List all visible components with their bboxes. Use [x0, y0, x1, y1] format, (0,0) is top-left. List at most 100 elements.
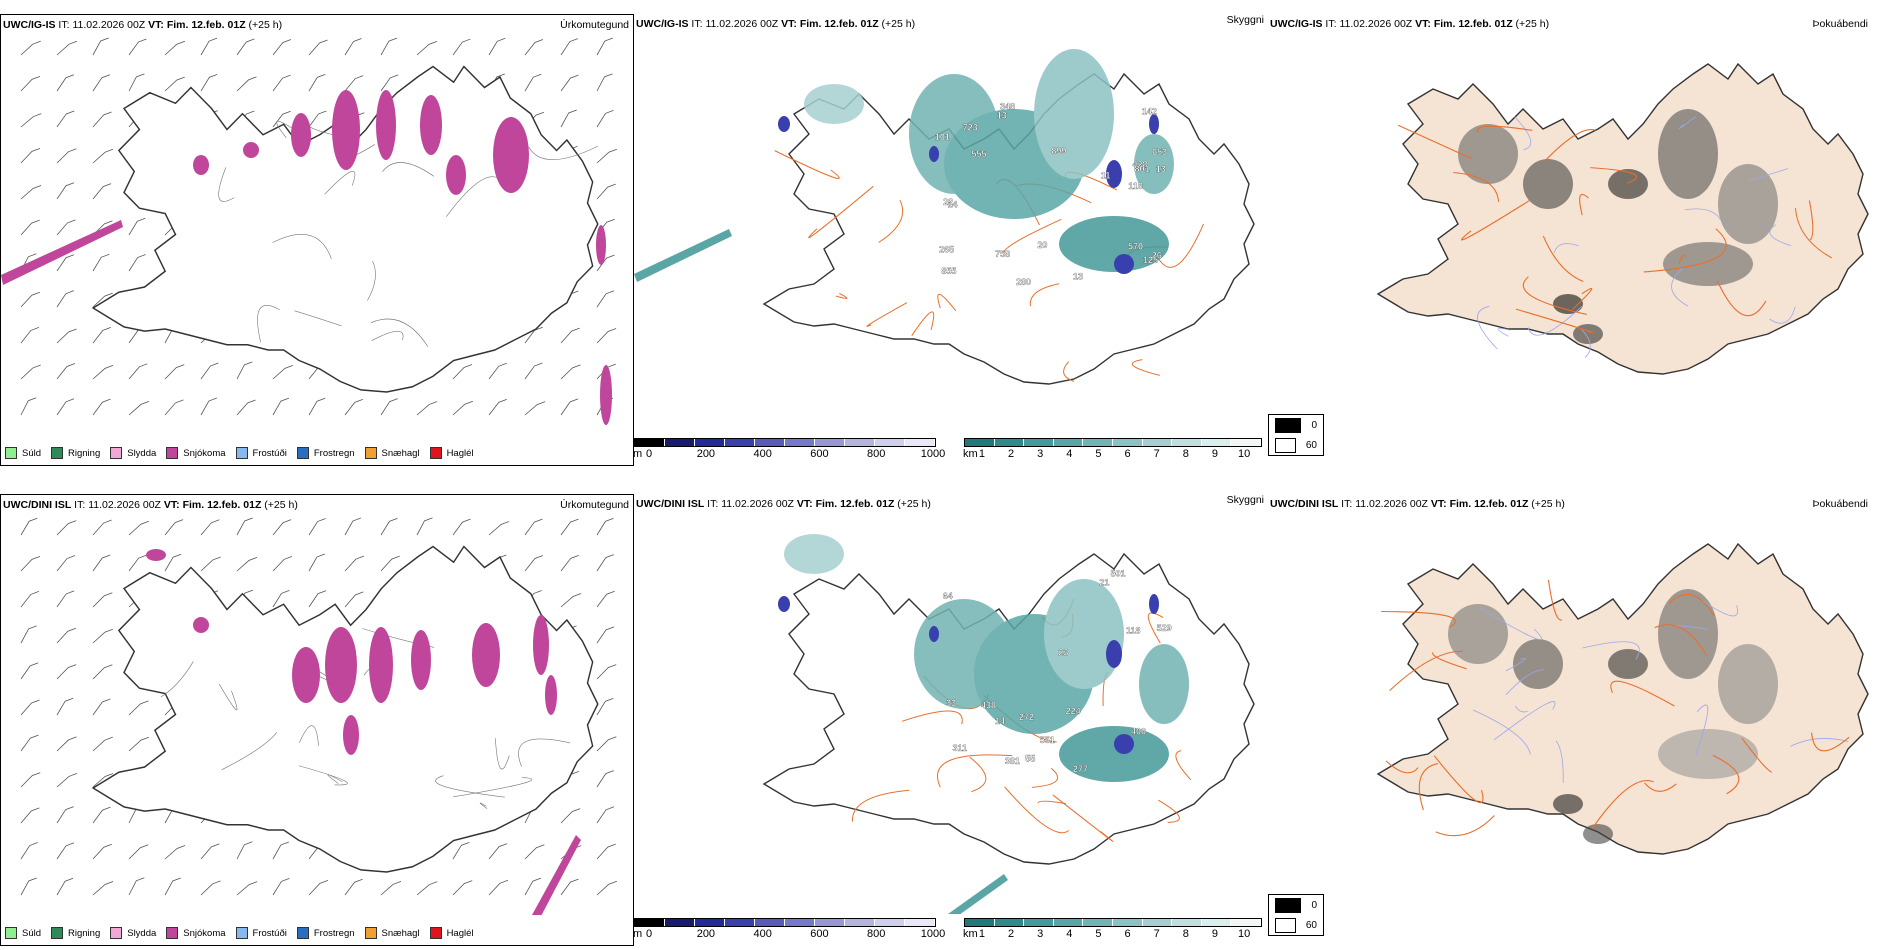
precip-type-panel-1: UWC/IG-IS IT: 11.02.2026 00Z VT: Fim. 12… — [0, 14, 634, 466]
cloudbase-label: 13 — [1156, 164, 1166, 174]
road-network — [1381, 579, 1850, 837]
colorbar-cell — [1112, 439, 1143, 446]
snow-cell — [376, 90, 396, 160]
river — [1769, 224, 1792, 247]
wind-barb — [488, 398, 507, 416]
colorbar-cell — [665, 439, 695, 446]
river — [1701, 600, 1739, 617]
wind-barb — [272, 878, 290, 896]
road — [911, 311, 935, 336]
fog-area — [1658, 729, 1758, 779]
road — [1157, 223, 1204, 268]
cloudbase-label: 551 — [1040, 735, 1055, 745]
colorbar-unit: km — [963, 448, 978, 460]
wind-barb — [596, 770, 614, 788]
road — [1397, 124, 1472, 159]
cloudbase-label: 529 — [1157, 623, 1172, 633]
colorbar-tick-label: 3 — [1037, 928, 1044, 940]
cloudbase-label: 758 — [995, 249, 1010, 259]
cloudbase-label: 723 — [963, 122, 978, 132]
river — [1479, 607, 1543, 641]
coastline — [762, 72, 1255, 385]
wind-barb — [20, 76, 41, 92]
wind-barb — [92, 698, 111, 716]
colorbar-cell — [665, 919, 695, 926]
wind-barb — [128, 554, 147, 572]
legend-item: Haglél — [429, 447, 474, 459]
colorbar-tick-label: 400 — [753, 928, 772, 940]
wind-barb — [596, 110, 614, 128]
panel-title: Skyggni — [1226, 494, 1264, 506]
colorbar-cell — [994, 439, 1025, 446]
legend-item: Frostregn — [296, 447, 355, 459]
colorbar-cells — [634, 918, 936, 927]
colorbar-tick-label: 9 — [1211, 448, 1219, 460]
road — [1389, 650, 1464, 691]
low-cloud-area — [1106, 160, 1122, 188]
wind-barb — [524, 362, 543, 380]
colorbar-cell — [635, 439, 665, 446]
cloudbase-label: 23 — [1058, 647, 1068, 657]
wind-barb — [92, 111, 112, 128]
river — [1790, 738, 1849, 747]
fog-area — [1553, 794, 1583, 814]
panel-header: UWC/DINI ISL IT: 11.02.2026 00Z VT: Fim.… — [3, 499, 298, 511]
wind-barb — [200, 843, 220, 860]
wind-barb — [308, 110, 327, 128]
colorbar-tick-label: 600 — [810, 928, 829, 940]
colorbar-cell — [1201, 439, 1232, 446]
wind-barb — [560, 554, 579, 572]
road — [1547, 579, 1563, 621]
wind-barb — [20, 219, 40, 236]
legend-swatch — [110, 447, 123, 459]
colorbar-ticks: km 1 2 3 4 5 6 7 8 9 10 — [963, 447, 1262, 461]
fog-area — [1458, 124, 1518, 184]
wind-barb — [236, 76, 257, 92]
road — [528, 145, 599, 160]
wind-barb — [128, 520, 149, 536]
visibility-area — [1059, 216, 1169, 272]
wind-barb — [596, 554, 614, 572]
road — [298, 765, 348, 786]
colorbar-cell — [1172, 439, 1202, 446]
river — [1497, 328, 1511, 337]
colorbar-tick-label: 5 — [1095, 928, 1102, 940]
wind-barb — [596, 148, 617, 164]
legend-label: Haglél — [446, 927, 474, 939]
visibility-band — [634, 229, 732, 282]
iceland-outline — [91, 545, 599, 873]
wind-barb — [236, 841, 253, 860]
colorbar-tick-label: 4 — [1066, 448, 1073, 460]
colorbar-tick-label: 4 — [1066, 928, 1073, 940]
cloudbase-label: 14 — [947, 200, 957, 210]
cloudbase-label: 265 — [939, 244, 954, 254]
visibility-field — [784, 534, 1189, 782]
colorbar-cell — [1053, 919, 1084, 926]
wind-barb — [524, 518, 543, 536]
map-iceland — [1376, 542, 1869, 855]
fog-area — [1608, 169, 1648, 199]
wind-barb — [596, 328, 617, 344]
cloudbase-label: 272 — [1019, 712, 1034, 722]
road — [218, 683, 238, 711]
river — [1514, 116, 1532, 150]
river — [1472, 709, 1531, 755]
wind-barb — [92, 327, 111, 344]
visibility-area — [1034, 49, 1114, 179]
wind-barb — [92, 736, 113, 752]
cloudbase-field — [778, 594, 1159, 754]
colorbar-cell — [695, 919, 725, 926]
road — [1712, 754, 1740, 795]
wind-barb — [560, 808, 581, 824]
wind-barb — [596, 590, 615, 608]
wind-barb — [344, 555, 364, 572]
wind-barb — [452, 518, 471, 536]
cloudbase-label: 855 — [941, 266, 956, 276]
panel-title: Úrkomutegund — [560, 499, 629, 511]
road — [1579, 193, 1589, 216]
fog-area — [1553, 294, 1583, 314]
wind-barb — [20, 877, 37, 896]
wind-barb — [92, 398, 111, 416]
colorbar-tick-label: 5 — [1095, 448, 1102, 460]
wind-barb — [92, 843, 112, 860]
